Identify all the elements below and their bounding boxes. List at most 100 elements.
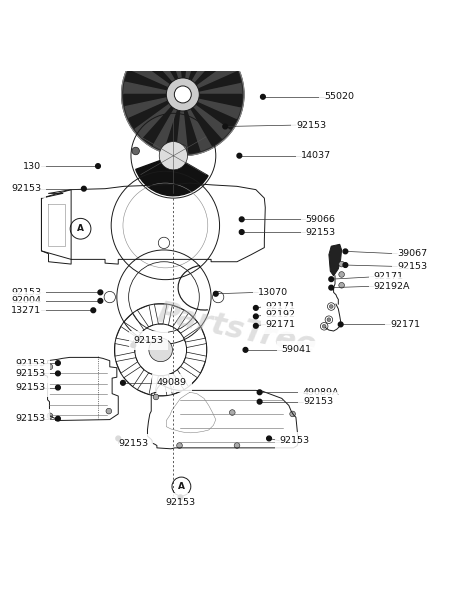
Wedge shape: [125, 70, 172, 92]
Text: 92153: 92153: [16, 359, 46, 368]
Circle shape: [55, 416, 60, 421]
Wedge shape: [184, 36, 201, 83]
Text: PartsTree: PartsTree: [155, 299, 319, 361]
Circle shape: [91, 308, 96, 313]
Wedge shape: [192, 60, 237, 89]
Text: 92153: 92153: [16, 369, 46, 378]
Text: 92171: 92171: [265, 302, 295, 311]
Circle shape: [237, 153, 242, 158]
Wedge shape: [154, 105, 179, 150]
Circle shape: [132, 147, 139, 154]
Circle shape: [327, 318, 331, 322]
Wedge shape: [192, 99, 237, 129]
Text: A: A: [77, 224, 84, 234]
Circle shape: [290, 411, 295, 417]
Circle shape: [254, 314, 258, 319]
Text: 92171: 92171: [374, 272, 404, 281]
Circle shape: [177, 443, 182, 448]
Circle shape: [149, 338, 173, 362]
Text: 92192: 92192: [265, 310, 295, 319]
Text: 92171: 92171: [265, 320, 295, 329]
Circle shape: [239, 230, 244, 234]
Wedge shape: [184, 105, 201, 153]
Circle shape: [166, 78, 199, 111]
Wedge shape: [124, 82, 171, 94]
Circle shape: [329, 305, 333, 308]
Text: 92192A: 92192A: [374, 282, 410, 291]
Text: A: A: [178, 482, 185, 491]
Wedge shape: [193, 97, 240, 118]
Wedge shape: [194, 82, 242, 94]
Text: 92153: 92153: [165, 498, 195, 506]
Circle shape: [120, 381, 125, 385]
Wedge shape: [129, 60, 173, 89]
Wedge shape: [186, 39, 212, 84]
Text: 13070: 13070: [258, 288, 288, 297]
Text: 14037: 14037: [301, 151, 331, 160]
Circle shape: [47, 413, 53, 419]
Circle shape: [254, 305, 258, 310]
Circle shape: [343, 249, 348, 254]
Wedge shape: [135, 51, 175, 88]
Circle shape: [339, 261, 345, 267]
Circle shape: [55, 360, 60, 365]
Wedge shape: [191, 51, 230, 88]
Circle shape: [234, 443, 240, 448]
Circle shape: [229, 409, 235, 416]
Text: 39067: 39067: [397, 249, 428, 258]
Circle shape: [47, 364, 53, 370]
Circle shape: [322, 324, 326, 328]
Text: 92153: 92153: [133, 336, 164, 345]
Wedge shape: [191, 101, 230, 138]
Circle shape: [257, 399, 262, 404]
Circle shape: [338, 322, 343, 327]
Circle shape: [121, 33, 244, 156]
Circle shape: [343, 263, 348, 267]
Circle shape: [159, 142, 188, 170]
Text: 92153: 92153: [305, 227, 336, 237]
Text: 13271: 13271: [11, 306, 41, 314]
Circle shape: [254, 324, 258, 328]
Wedge shape: [164, 105, 182, 153]
Circle shape: [153, 394, 159, 400]
Circle shape: [213, 291, 218, 296]
Wedge shape: [135, 101, 175, 138]
Circle shape: [55, 371, 60, 376]
Circle shape: [106, 408, 112, 414]
Text: 130: 130: [23, 162, 41, 170]
Circle shape: [116, 436, 120, 441]
Wedge shape: [194, 94, 242, 107]
Wedge shape: [154, 39, 179, 84]
Circle shape: [257, 390, 262, 395]
Circle shape: [98, 290, 103, 295]
Circle shape: [179, 145, 187, 153]
Wedge shape: [124, 94, 171, 107]
Text: 92004: 92004: [11, 296, 41, 305]
Circle shape: [267, 436, 272, 441]
Circle shape: [339, 272, 345, 277]
Text: 92153: 92153: [303, 397, 333, 406]
Text: 92153: 92153: [397, 262, 428, 271]
Circle shape: [339, 283, 345, 288]
Text: 59066: 59066: [305, 215, 335, 224]
Circle shape: [223, 124, 228, 129]
Wedge shape: [177, 36, 189, 83]
Circle shape: [261, 94, 265, 99]
Wedge shape: [136, 156, 208, 196]
Circle shape: [55, 385, 60, 390]
Text: 92153: 92153: [296, 121, 326, 129]
Circle shape: [174, 86, 191, 103]
Wedge shape: [189, 44, 222, 86]
Wedge shape: [189, 103, 222, 145]
Text: 92153: 92153: [279, 436, 310, 445]
Wedge shape: [125, 97, 172, 118]
Text: 49089A: 49089A: [303, 388, 339, 397]
Circle shape: [239, 217, 244, 222]
Wedge shape: [144, 44, 177, 86]
Text: 92153: 92153: [118, 439, 148, 447]
Circle shape: [243, 348, 248, 352]
Wedge shape: [193, 70, 240, 92]
Wedge shape: [164, 36, 182, 83]
Text: 92171: 92171: [390, 320, 420, 329]
Text: 49089: 49089: [157, 378, 187, 387]
